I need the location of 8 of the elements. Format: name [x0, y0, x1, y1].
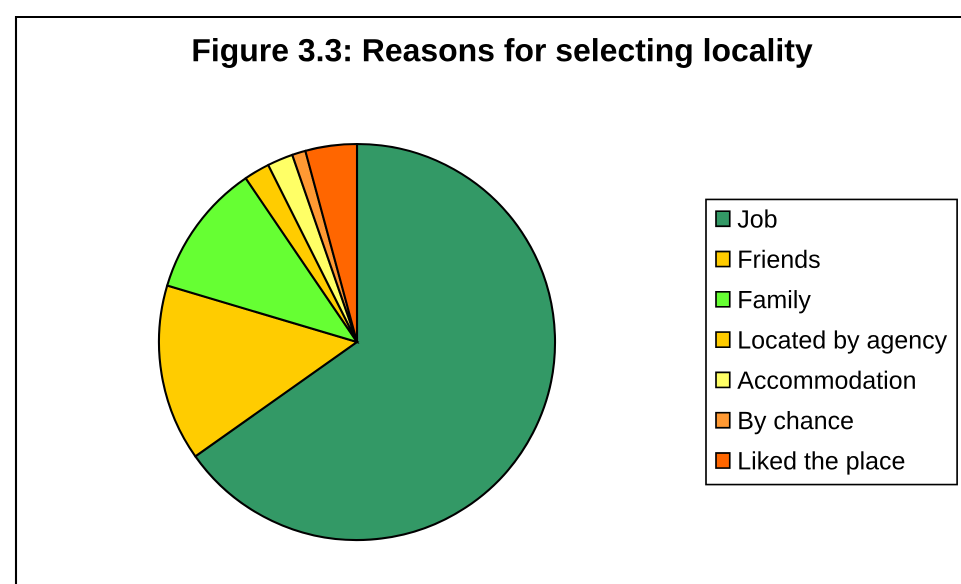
- legend-label: Located by agency: [739, 330, 948, 354]
- legend-label: By chance: [739, 410, 853, 434]
- legend-label: Job: [738, 209, 777, 228]
- legend-label: Accommodation: [737, 370, 915, 390]
- legend-label: Liked the place: [739, 451, 904, 475]
- chart-title: Figure 3.3: Reasons for selecting locality: [194, 38, 813, 68]
- legend-label: Family: [739, 290, 811, 314]
- legend-label: Friends: [739, 250, 820, 268]
